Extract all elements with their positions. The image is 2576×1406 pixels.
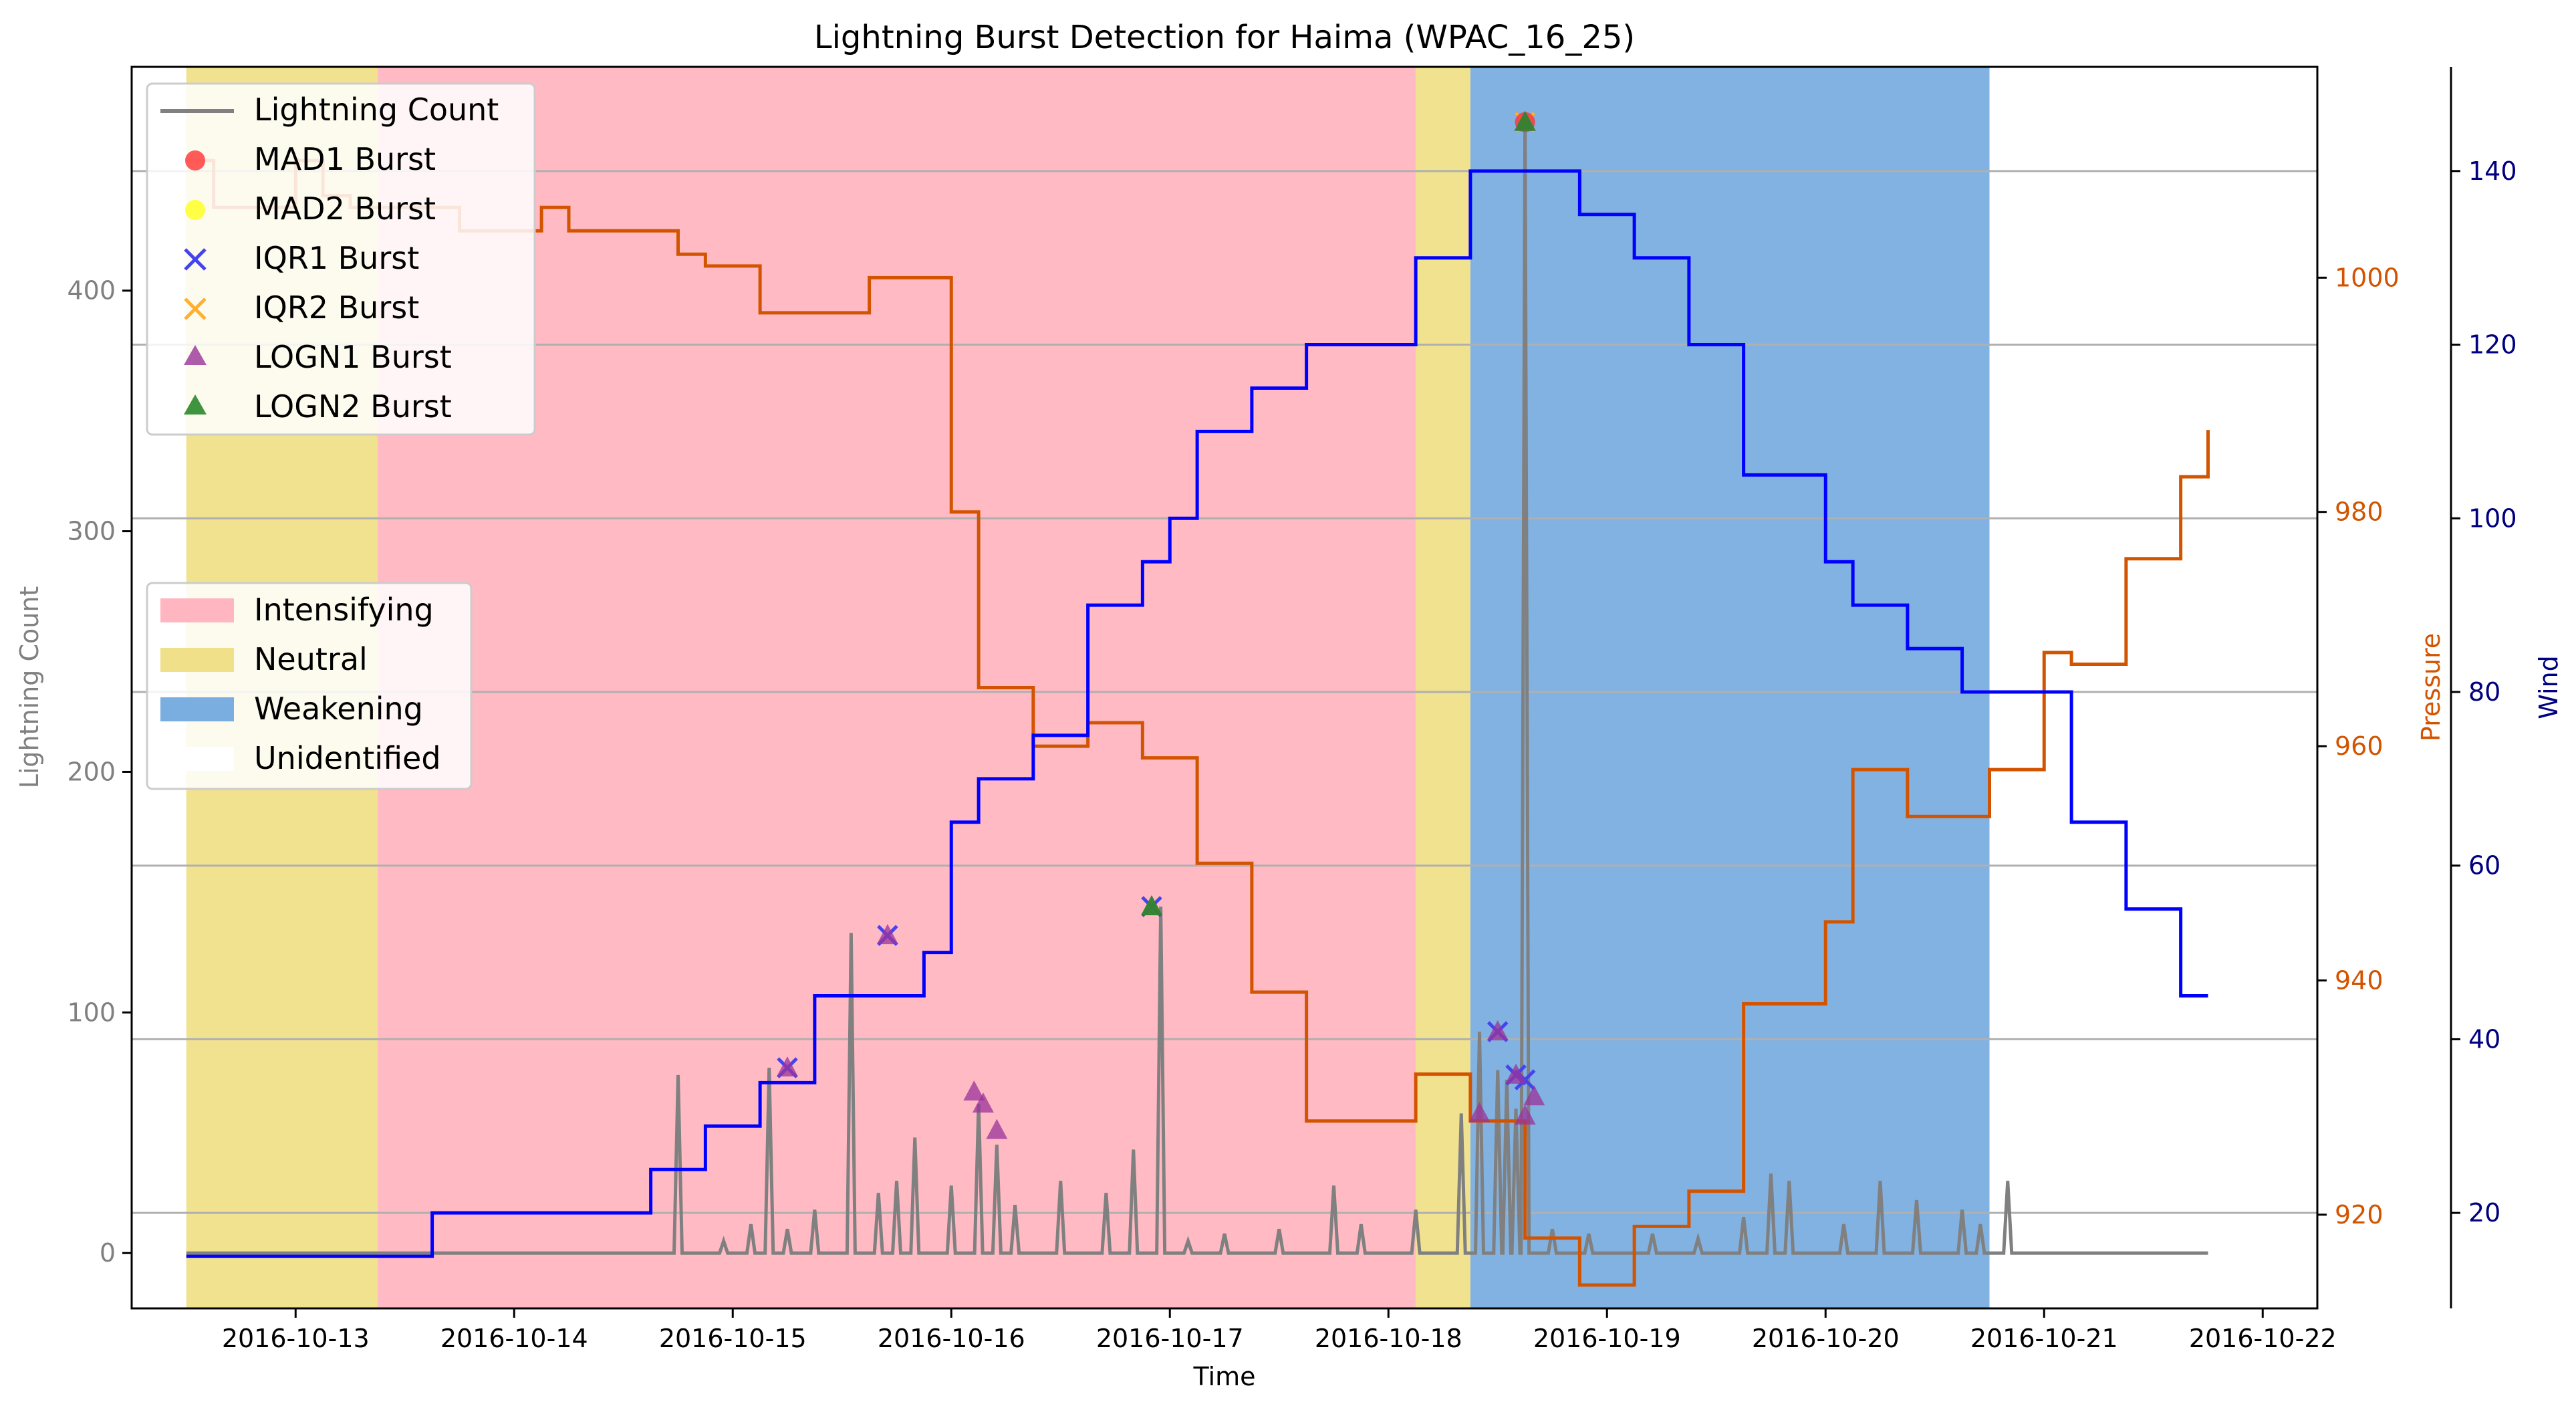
x-tick-label-2016-10-15: 2016-10-15	[659, 1324, 807, 1353]
logn2-burst-marker-1	[1514, 110, 1536, 131]
axis-layer: 2016-10-13 2016-10-14 2016-10-15 2016-10-16…	[67, 156, 2517, 1353]
phase-band-intensifying-1	[377, 67, 1416, 1308]
logn1-burst-marker-2	[963, 1080, 985, 1101]
legend-intensifying-swatch	[160, 598, 234, 622]
logn1-burst-marker-8	[1505, 1063, 1527, 1084]
x-tick-label-2016-10-13: 2016-10-13	[222, 1324, 370, 1353]
x-tick-label-2016-10-21: 2016-10-21	[1970, 1324, 2118, 1353]
legend-iqr2-marker	[184, 298, 207, 320]
y-wind-tick-label-140: 140	[2468, 156, 2517, 186]
series-legend: Lightning Count MAD1 Burst MAD2 Burst IQ…	[146, 82, 536, 436]
logn1-burst-marker-6	[1468, 1102, 1491, 1123]
y-wind-tick-label-120: 120	[2468, 330, 2517, 360]
y-wind-tick-label-80: 80	[2468, 677, 2500, 707]
legend-mad2-marker	[185, 200, 205, 220]
y-wind-tick-label-40: 40	[2468, 1024, 2500, 1054]
logn1-burst-marker-3	[972, 1092, 994, 1113]
legend-unidentified-swatch	[160, 747, 234, 771]
legend-lightning-label: Lightning Count	[254, 92, 499, 128]
legend-logn1-label: LOGN1 Burst	[254, 339, 452, 375]
legend-logn2-label: LOGN2 Burst	[254, 388, 452, 425]
x-tick-label-2016-10-14: 2016-10-14	[440, 1324, 588, 1353]
logn1-burst-marker-1	[876, 924, 898, 945]
legend-mad1-label: MAD1 Burst	[254, 141, 436, 177]
legend-neutral-swatch	[160, 648, 234, 672]
logn2-burst-marker-0	[1141, 895, 1162, 915]
legend-weakening-label: Weakening	[254, 691, 423, 727]
logn1-burst-marker-10	[1523, 1085, 1545, 1106]
y-pressure-tick-label-920: 920	[2335, 1200, 2384, 1229]
y-pressure-tick-label-960: 960	[2335, 731, 2384, 761]
phase-legend: Intensifying Neutral Weakening Unidentif…	[146, 582, 473, 790]
wind-line	[186, 169, 2208, 1258]
legend-iqr1-marker	[184, 248, 207, 271]
y-wind-tick-label-60: 60	[2468, 851, 2500, 881]
y-left-tick-label-100: 100	[67, 998, 116, 1027]
legend-mad1-marker	[185, 150, 205, 170]
legend-iqr2-label: IQR2 Burst	[254, 289, 419, 326]
legend-mad2-label: MAD2 Burst	[254, 191, 436, 227]
logn1-burst-marker-9	[1514, 1104, 1536, 1125]
y-left-tick-label-200: 200	[67, 757, 116, 786]
x-tick-label-2016-10-20: 2016-10-20	[1752, 1324, 1900, 1353]
y-left-tick-label-300: 300	[67, 517, 116, 546]
logn1-burst-marker-4	[986, 1119, 1008, 1139]
y-wind-tick-label-100: 100	[2468, 503, 2517, 533]
y-wind-tick-label-20: 20	[2468, 1198, 2500, 1227]
y-axis-label-wind: Wind	[2534, 655, 2563, 719]
phase-legend-box	[146, 582, 473, 790]
legend-logn1-marker	[184, 345, 207, 365]
legend-iqr1-label: IQR1 Burst	[254, 240, 419, 276]
legend-intensifying-label: Intensifying	[254, 592, 434, 628]
x-axis-label: Time	[1193, 1362, 1256, 1391]
x-tick-label-2016-10-18: 2016-10-18	[1315, 1324, 1462, 1353]
plot-frame	[130, 66, 2319, 1310]
burst-marker-layer	[777, 110, 1545, 1139]
x-tick-label-2016-10-22: 2016-10-22	[2189, 1324, 2337, 1353]
y-pressure-tick-label-980: 980	[2335, 497, 2384, 527]
logn1-burst-marker-7	[1487, 1020, 1509, 1041]
phase-band-neutral-2	[1416, 67, 1470, 1308]
y-axis-label-lightning: Lightning Count	[15, 586, 44, 789]
phase-band-weakening-3	[1470, 67, 1990, 1308]
y-axis-label-pressure: Pressure	[2416, 633, 2446, 741]
legend-logn2-marker	[184, 394, 207, 415]
y-pressure-tick-label-1000: 1000	[2335, 263, 2400, 292]
chart-title: Lightning Burst Detection for Haima (WPA…	[814, 19, 1635, 56]
y-left-tick-label-0: 0	[100, 1238, 116, 1268]
y-left-tick-label-400: 400	[67, 276, 116, 306]
legend-neutral-label: Neutral	[254, 641, 368, 677]
series-legend-box	[146, 82, 536, 436]
legend-unidentified-label: Unidentified	[254, 740, 441, 776]
x-tick-label-2016-10-17: 2016-10-17	[1096, 1324, 1244, 1353]
y-pressure-tick-label-940: 940	[2335, 965, 2384, 995]
lightning-count-line	[186, 122, 2208, 1255]
x-tick-label-2016-10-16: 2016-10-16	[878, 1324, 1025, 1353]
x-tick-label-2016-10-19: 2016-10-19	[1533, 1324, 1681, 1353]
legend-weakening-swatch	[160, 697, 234, 721]
logn1-burst-marker-0	[777, 1056, 798, 1077]
